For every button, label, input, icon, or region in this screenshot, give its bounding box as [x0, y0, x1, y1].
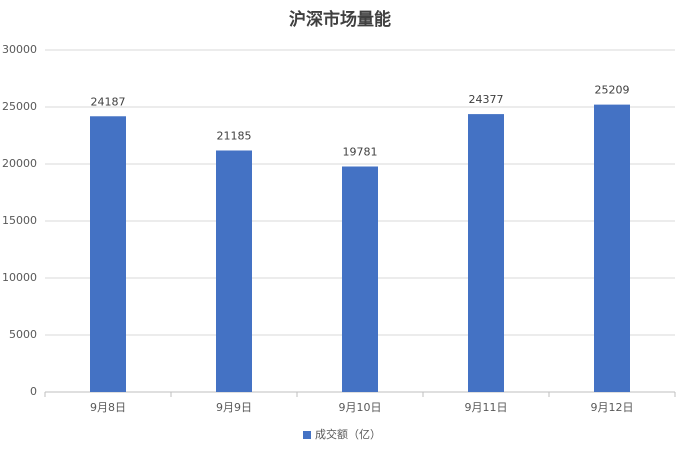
y-tick-label: 25000: [2, 100, 37, 113]
data-label: 24187: [91, 95, 126, 108]
y-tick-label: 30000: [2, 43, 37, 56]
data-label: 19781: [343, 145, 378, 158]
legend-label: 成交额（亿）: [315, 427, 381, 441]
y-tick-label: 15000: [2, 214, 37, 227]
bar: [594, 104, 630, 392]
x-tick-label: 9月8日: [90, 401, 126, 414]
data-label: 25209: [595, 84, 630, 97]
y-tick-label: 5000: [9, 328, 37, 341]
data-label: 21185: [217, 129, 252, 142]
x-tick-label: 9月9日: [216, 401, 252, 414]
data-label: 24377: [469, 93, 504, 106]
y-tick-label: 0: [30, 385, 37, 398]
x-tick-label: 9月10日: [339, 401, 382, 414]
bar: [468, 114, 504, 392]
y-tick-label: 20000: [2, 157, 37, 170]
legend-swatch: [303, 431, 311, 439]
bar: [90, 116, 126, 393]
chart-title: 沪深市场量能: [289, 9, 391, 30]
bar: [216, 150, 252, 392]
y-tick-label: 10000: [2, 271, 37, 284]
bar: [342, 166, 378, 392]
x-tick-label: 9月12日: [591, 401, 634, 414]
x-tick-label: 9月11日: [465, 401, 508, 414]
